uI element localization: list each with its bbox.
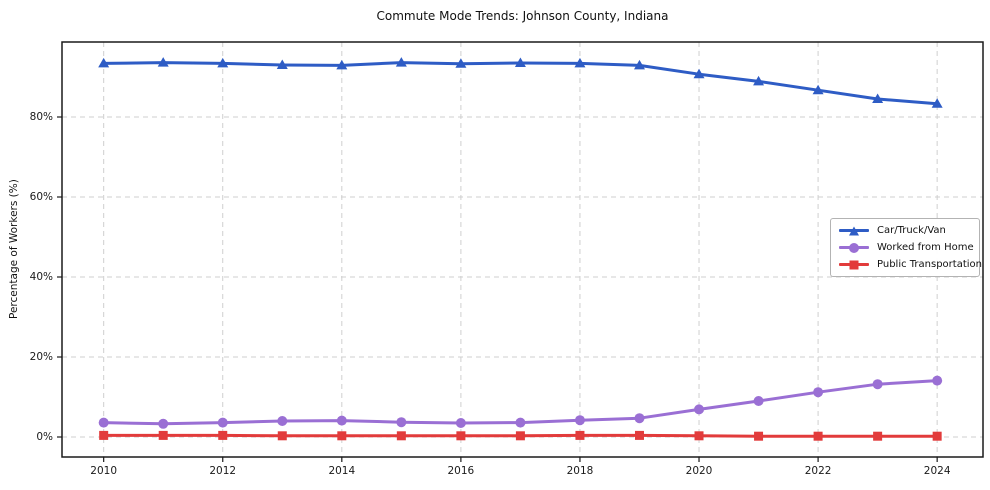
triangle-marker-icon <box>276 59 288 69</box>
circle-marker-icon <box>515 417 526 428</box>
triangle-marker-icon <box>812 84 824 95</box>
series-line <box>102 61 939 106</box>
square-marker-icon <box>873 431 883 441</box>
square-marker-icon <box>575 430 585 440</box>
square-marker-icon <box>396 431 406 441</box>
circle-marker-icon <box>217 417 228 428</box>
circle-marker-icon <box>872 379 883 390</box>
circle-marker-icon <box>455 418 466 428</box>
legend-sample <box>839 242 869 253</box>
circle-marker-icon <box>813 387 824 398</box>
legend-label: Worked from Home <box>877 241 974 253</box>
square-marker-icon <box>849 260 859 269</box>
circle-marker-icon <box>694 404 705 415</box>
square-marker-icon <box>218 430 228 440</box>
x-tick-label: 2014 <box>328 465 355 477</box>
legend-sample <box>839 225 869 236</box>
triangle-marker-icon <box>514 57 526 67</box>
legend-label: Public Transportation <box>877 258 982 270</box>
circle-marker-icon <box>277 416 288 426</box>
circle-marker-icon <box>932 375 943 386</box>
y-axis-label: Percentage of Workers (%) <box>8 179 20 320</box>
square-marker-icon <box>754 431 764 441</box>
triangle-marker-icon <box>931 98 943 108</box>
x-tick-label: 2022 <box>805 465 832 477</box>
triangle-marker-icon <box>217 57 229 68</box>
series-line <box>102 379 939 426</box>
y-tick-label: 40% <box>30 271 53 283</box>
triangle-marker-icon <box>633 59 645 70</box>
circle-marker-icon <box>753 396 764 406</box>
circle-marker-icon <box>634 413 645 424</box>
square-marker-icon <box>277 431 287 441</box>
x-tick-label: 2020 <box>686 465 713 477</box>
triangle-marker-icon <box>753 75 765 86</box>
triangle-marker-icon <box>574 57 586 68</box>
legend-item-public-transportation: Public Transportation <box>831 258 982 270</box>
square-marker-icon <box>99 430 109 440</box>
circle-marker-icon <box>396 417 407 428</box>
circle-marker-icon <box>158 418 169 429</box>
y-tick-label: 60% <box>30 191 53 203</box>
legend: Car/Truck/Van Worked from Home Public Tr… <box>830 218 982 277</box>
square-marker-icon <box>337 431 347 441</box>
x-tick-label: 2024 <box>924 465 951 477</box>
triangle-marker-icon <box>98 57 110 68</box>
square-marker-icon <box>634 430 644 440</box>
triangle-marker-icon <box>872 93 884 103</box>
square-marker-icon <box>158 430 168 440</box>
circle-marker-icon <box>574 415 585 426</box>
legend-item-car-truck-van: Car/Truck/Van <box>831 225 979 236</box>
triangle-marker-icon <box>395 57 407 67</box>
x-tick-label: 2018 <box>567 465 594 477</box>
square-marker-icon <box>932 431 942 441</box>
triangle-marker-icon <box>455 58 467 68</box>
y-tick-label: 80% <box>30 111 53 123</box>
chart-title: Commute Mode Trends: Johnson County, Ind… <box>376 9 669 23</box>
triangle-marker-icon <box>336 59 348 70</box>
x-tick-label: 2010 <box>90 465 117 477</box>
triangle-marker-icon <box>849 226 859 235</box>
legend-sample <box>839 259 869 270</box>
square-marker-icon <box>456 431 466 441</box>
plot-frame <box>61 41 984 458</box>
legend-item-worked-from-home: Worked from Home <box>831 242 979 253</box>
y-tick-label: 0% <box>36 431 53 443</box>
circle-marker-icon <box>98 417 109 428</box>
square-marker-icon <box>694 431 704 441</box>
square-marker-icon <box>813 431 823 441</box>
triangle-marker-icon <box>157 57 169 67</box>
circle-marker-icon <box>849 242 859 253</box>
x-tick-label: 2016 <box>448 465 475 477</box>
square-marker-icon <box>515 431 525 441</box>
circle-marker-icon <box>336 415 347 426</box>
legend-label: Car/Truck/Van <box>877 224 946 236</box>
triangle-marker-icon <box>693 68 705 79</box>
x-tick-label: 2012 <box>209 465 236 477</box>
y-tick-label: 20% <box>30 351 53 363</box>
